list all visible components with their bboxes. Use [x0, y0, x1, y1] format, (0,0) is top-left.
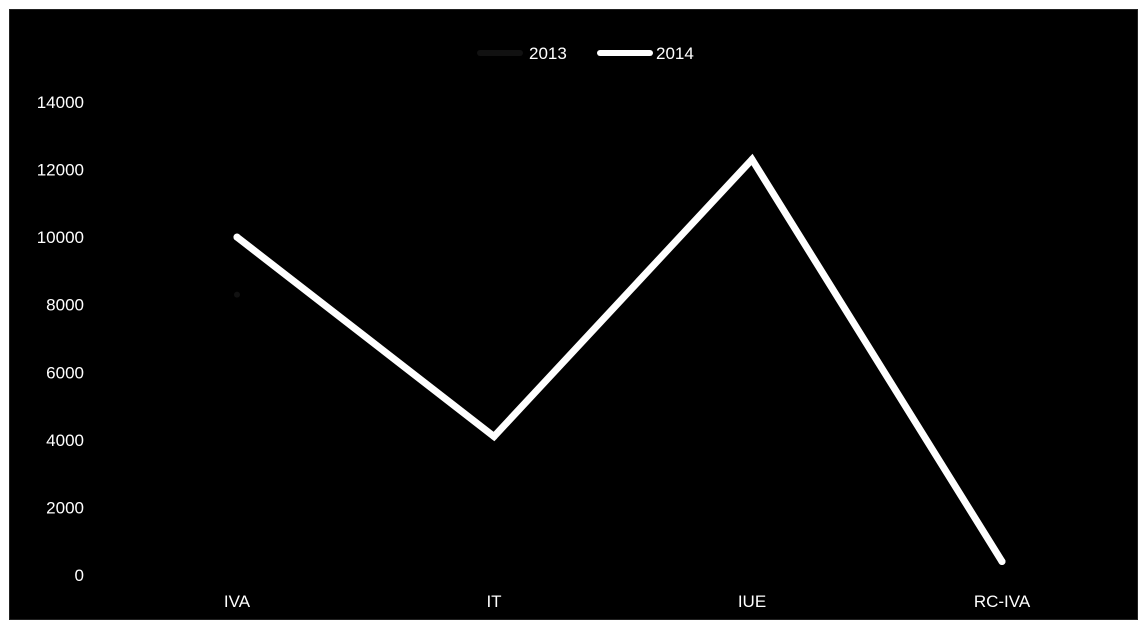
data-point: [234, 291, 240, 298]
legend-label: 2013: [529, 44, 567, 63]
x-tick-label: RC-IVA: [974, 592, 1031, 611]
y-tick-label: 0: [75, 566, 84, 585]
data-point: [748, 155, 756, 163]
y-tick-label: 4000: [46, 431, 84, 450]
legend: 2013 2014: [477, 44, 694, 63]
y-tick-label: 12000: [37, 161, 84, 180]
y-tick-label: 10000: [37, 228, 84, 247]
y-tick-label: 6000: [46, 363, 84, 382]
series-layer: [233, 153, 1006, 565]
series-line-2014: [233, 153, 1006, 565]
x-tick-label: IT: [486, 592, 501, 611]
y-tick-label: 2000: [46, 498, 84, 517]
x-tick-label: IVA: [224, 592, 251, 611]
y-axis: 0 2000 4000 6000 8000 10000 12000 14000: [37, 93, 84, 585]
x-axis: IVA IT IUE RC-IVA: [224, 592, 1031, 611]
x-tick-label: IUE: [738, 592, 766, 611]
line-chart: 0 2000 4000 6000 8000 10000 12000 14000 IVA IT IU…: [37, 44, 1031, 611]
data-point: [233, 233, 241, 241]
data-point: [998, 557, 1006, 565]
y-tick-label: 14000: [37, 93, 84, 112]
y-tick-label: 8000: [46, 296, 84, 315]
data-point: [490, 432, 498, 440]
chart-frame: 0 2000 4000 6000 8000 10000 12000 14000 IVA IT IU…: [9, 9, 1138, 620]
legend-label: 2014: [656, 44, 694, 63]
